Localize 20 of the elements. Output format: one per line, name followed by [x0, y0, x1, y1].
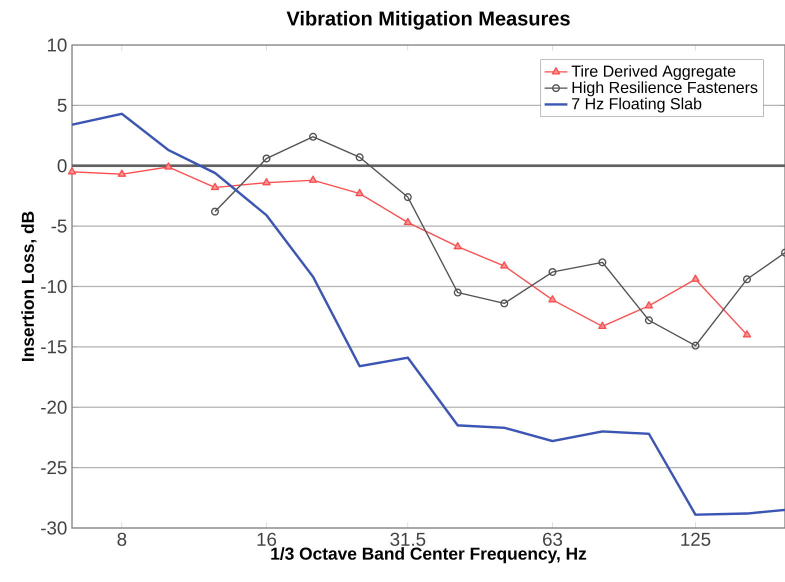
legend-label: 7 Hz Floating Slab: [572, 98, 702, 113]
legend-label: Tire Derived Aggregate: [572, 65, 736, 80]
x-tick-label: 63: [543, 532, 562, 546]
x-tick-label: 31.5: [390, 532, 426, 546]
x-tick-label: 16: [258, 532, 276, 546]
x-axis-title: 1/3 Octave Band Center Frequency, Hz: [271, 547, 586, 564]
x-tick-label: 125: [681, 532, 710, 546]
y-tick-label: -30: [41, 521, 67, 535]
y-tick-label: -5: [52, 220, 67, 233]
y-tick-label: 5: [58, 98, 67, 112]
chart-title: Vibration Mitigation Measures: [286, 10, 570, 30]
y-axis-title: Insertion Loss, dB: [21, 212, 36, 361]
y-tick-label: -15: [41, 340, 67, 354]
y-tick-label: -20: [41, 400, 67, 414]
y-tick-label: -10: [41, 280, 67, 294]
x-tick-label: 8: [117, 532, 126, 546]
y-tick-label: 0: [58, 159, 67, 172]
legend-label: High Resilience Fasteners: [572, 81, 758, 96]
y-tick-label: 10: [48, 38, 67, 52]
y-tick-label: -25: [41, 461, 67, 474]
